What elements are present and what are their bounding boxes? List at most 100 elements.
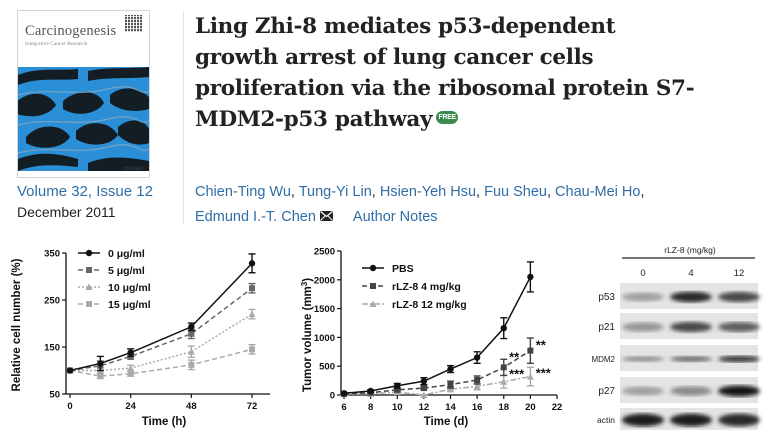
- protein-band: [670, 291, 712, 303]
- legend-label: 10 μg/ml: [108, 282, 151, 294]
- protein-band: [718, 291, 760, 303]
- series-line: [69, 348, 253, 377]
- data-point: [474, 377, 481, 384]
- issue-date: December 2011: [17, 204, 116, 220]
- x-axis-label: Time (h): [142, 416, 187, 428]
- author-link[interactable]: Chien-Ting Wu: [195, 184, 291, 200]
- legend-marker: [369, 300, 377, 307]
- data-point: [188, 361, 195, 368]
- paren: ): [302, 278, 314, 282]
- protein-band: [622, 413, 664, 427]
- cover-artwork: [18, 67, 149, 171]
- legend-marker: [369, 264, 377, 272]
- y-axis-label: Tumor volume (mm3): [300, 278, 315, 392]
- protein-band: [718, 355, 760, 363]
- legend-marker: [370, 283, 376, 289]
- data-point: [127, 370, 134, 377]
- author-link[interactable]: Tung-Yi Lin: [298, 184, 372, 200]
- y-tick-label: 2000: [314, 275, 335, 286]
- author-notes-link[interactable]: Author Notes: [352, 209, 438, 225]
- data-point: [248, 310, 256, 318]
- x-tick-label: 10: [392, 402, 403, 413]
- series-line: [343, 375, 531, 396]
- y-tick-label: 1000: [314, 333, 335, 344]
- protein-band: [622, 292, 664, 302]
- series-line: [69, 262, 253, 372]
- protein-label: MDM2: [591, 355, 615, 364]
- protein-band: [622, 386, 664, 396]
- series-line: [343, 276, 532, 395]
- data-point: [248, 260, 256, 267]
- superscript: 3: [300, 281, 309, 286]
- envelope-icon[interactable]: [319, 211, 333, 222]
- protein-band: [718, 413, 760, 427]
- journal-cover[interactable]: ​ Carcinogenesis Integrative Cancer Rese…: [17, 10, 150, 178]
- author-link[interactable]: Chau-Mei Ho: [555, 184, 641, 200]
- protein-band: [622, 322, 664, 332]
- title-line: growth arrest of lung cancer cells: [195, 45, 594, 70]
- y-tick-label: 50: [49, 390, 60, 401]
- blot-row: p53: [598, 283, 760, 309]
- x-tick-label: 14: [445, 402, 456, 413]
- blot-row: MDM2: [591, 345, 760, 371]
- series-2: [66, 308, 256, 375]
- legend-marker: [86, 301, 92, 307]
- author-link[interactable]: Edmund I.-T. Chen: [195, 209, 316, 225]
- series-line: [70, 313, 253, 372]
- x-axis-label: Time (d): [424, 416, 469, 428]
- data-point: [447, 365, 454, 373]
- data-point: [447, 381, 454, 388]
- cover-subtitle: Integrative Cancer Research: [25, 41, 88, 47]
- y-tick-label: 2500: [314, 247, 335, 258]
- tumor-volume-chart: 0 500 1000 1500 2000 2500 6 8 10 12 14 16 18 20 22 PBS r…: [300, 247, 563, 429]
- protein-label: p21: [598, 322, 615, 333]
- author-link[interactable]: Hsien-Yeh Hsu: [379, 184, 477, 200]
- cover-title: Carcinogenesis: [25, 23, 117, 39]
- data-point: [500, 378, 508, 385]
- y-axis-label: Relative cell number (%): [11, 258, 23, 391]
- protein-label: p53: [598, 292, 615, 303]
- significance-annotation: **: [509, 349, 520, 364]
- x-tick-label: 6: [341, 402, 346, 413]
- protein-band: [670, 413, 712, 427]
- y-tick-label: 150: [44, 343, 60, 354]
- x-tick-label: 0: [67, 401, 72, 412]
- dose-label: 4: [688, 268, 693, 279]
- legend-label: 0 μg/ml: [108, 248, 145, 260]
- significance-annotation: ***: [536, 365, 552, 380]
- data-point: [97, 360, 104, 367]
- qr-code-icon: [125, 15, 142, 32]
- data-point: [66, 367, 74, 374]
- x-tick-label: 12: [419, 402, 430, 413]
- data-point: [188, 323, 195, 330]
- western-blot: rLZ-8 (mg/kg) 0 4 12 p53 p21 MDM2 p27 actin: [591, 245, 760, 430]
- series-0: [340, 261, 534, 397]
- significance-annotation: ***: [509, 367, 525, 382]
- title-line: proliferation via the ribosomal protein …: [195, 76, 695, 101]
- blot-row: p21: [598, 313, 760, 339]
- y-tick-label: 1500: [314, 304, 335, 315]
- data-point: [367, 387, 374, 395]
- cover-footer: [18, 171, 149, 177]
- protein-band: [622, 356, 664, 362]
- cover-header: ​ Carcinogenesis Integrative Cancer Rese…: [18, 11, 149, 66]
- legend-marker: [85, 283, 93, 290]
- protein-band: [718, 385, 760, 397]
- data-point: [420, 377, 428, 385]
- volume-issue-link[interactable]: Volume 32, Issue 12: [17, 183, 153, 200]
- series-0: [66, 253, 256, 374]
- data-point: [527, 273, 534, 281]
- x-tick-label: 20: [525, 402, 536, 413]
- protein-band: [670, 321, 712, 333]
- data-point: [420, 391, 428, 398]
- data-point: [500, 324, 507, 332]
- dose-label: 0: [640, 268, 645, 279]
- data-point: [473, 354, 481, 361]
- legend-marker: [85, 249, 93, 257]
- data-point: [526, 373, 534, 380]
- dose-label: 12: [734, 268, 745, 279]
- free-badge: FREE: [436, 110, 459, 124]
- data-point: [97, 373, 104, 380]
- x-tick-label: 48: [186, 401, 197, 412]
- author-link[interactable]: Fuu Sheu: [484, 184, 547, 200]
